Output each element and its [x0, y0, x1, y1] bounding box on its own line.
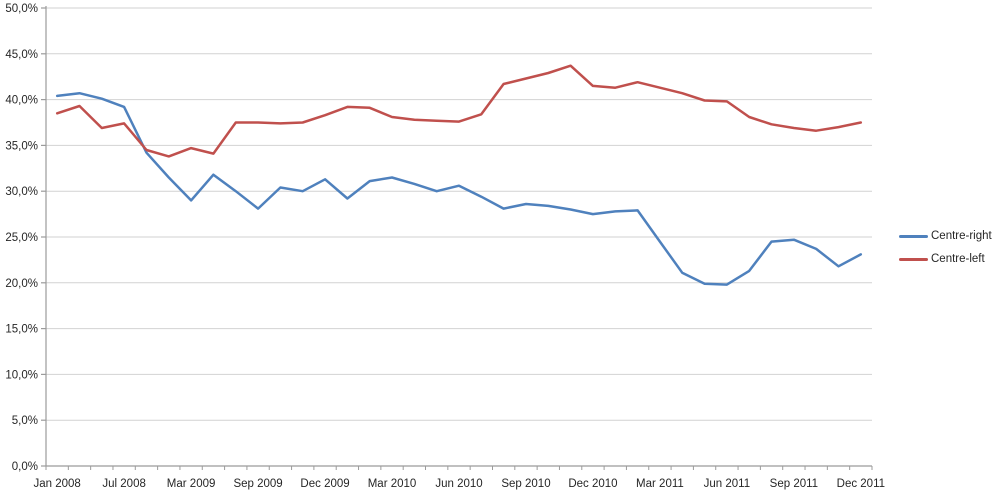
x-axis-label: Sep 2009	[233, 478, 282, 490]
y-axis-label: 45,0%	[5, 49, 38, 61]
y-axis-label: 35,0%	[5, 140, 38, 152]
y-axis-label: 25,0%	[5, 232, 38, 244]
y-axis-label: 15,0%	[5, 324, 38, 336]
series-line-centre-right	[55, 91, 863, 286]
y-axis-label: 40,0%	[5, 95, 38, 107]
y-axis-label: 20,0%	[5, 278, 38, 290]
x-axis-label: Mar 2010	[368, 478, 417, 490]
x-axis-label: Jun 2010	[435, 478, 482, 490]
y-axis-label: 50,0%	[5, 3, 38, 15]
centre-left-line-swatch	[899, 257, 928, 261]
legend-label-centre-left: Centre-left	[931, 253, 985, 265]
y-axis-label: 30,0%	[5, 186, 38, 198]
y-axis-label: 5,0%	[12, 415, 38, 427]
y-axis-label: 0,0%	[12, 461, 38, 473]
x-axis-label: Dec 2009	[300, 478, 349, 490]
x-axis-label: Jun 2011	[704, 478, 750, 490]
legend: Centre-right Centre-left	[899, 229, 992, 266]
x-axis-label: Mar 2009	[167, 478, 216, 490]
legend-entry-centre-left: Centre-left	[899, 252, 992, 266]
x-axis-label: Sep 2011	[770, 478, 818, 490]
x-axis-label: Dec 2010	[568, 478, 617, 490]
x-axis-label: Sep 2010	[501, 478, 550, 490]
y-axis-label: 10,0%	[5, 369, 38, 381]
x-axis-label: Mar 2011	[636, 478, 684, 490]
x-axis-label: Dec 2011	[837, 478, 885, 490]
series-line-centre-left	[55, 64, 863, 158]
x-axis-label: Jul 2008	[102, 478, 145, 490]
legend-label-centre-right: Centre-right	[931, 230, 992, 242]
centre-right-line-swatch	[899, 234, 928, 238]
x-axis-label: Jan 2008	[33, 478, 80, 490]
legend-entry-centre-right: Centre-right	[899, 229, 992, 243]
